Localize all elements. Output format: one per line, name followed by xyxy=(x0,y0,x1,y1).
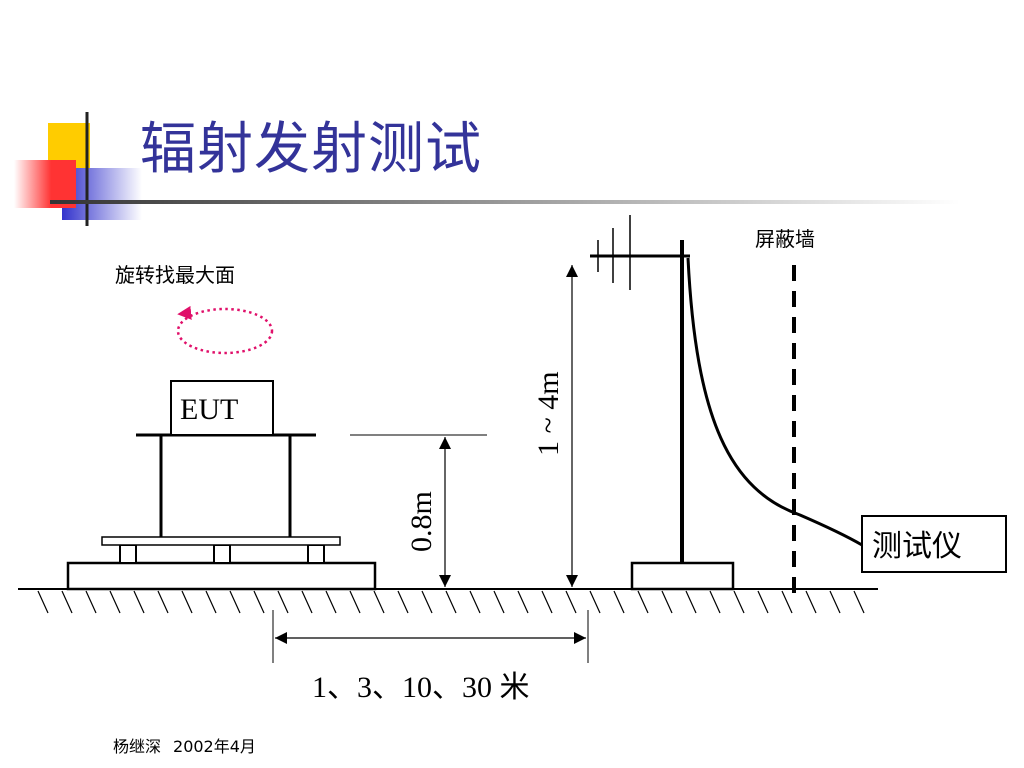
footer: 杨继深 2002年4月 xyxy=(113,733,256,757)
distance-dimension xyxy=(272,610,589,663)
footer-author: 杨继深 xyxy=(113,737,162,756)
footer-date: 2002年4月 xyxy=(173,737,256,756)
shield-wall-label: 屏蔽墙 xyxy=(755,227,815,251)
receiver-label: 测试仪 xyxy=(872,530,962,563)
ground xyxy=(18,588,878,614)
antenna-height-label: 1 ~ 4m xyxy=(532,371,565,456)
test-table xyxy=(136,433,316,537)
table-height-label: 0.8m xyxy=(405,491,438,552)
title-underline xyxy=(50,200,960,204)
turntable xyxy=(66,536,377,591)
antenna-cable xyxy=(686,257,863,547)
distance-label: 1、3、10、30 米 xyxy=(312,671,530,704)
rotate-arrow xyxy=(176,307,274,355)
table-height-dimension xyxy=(350,434,487,587)
receiver-box xyxy=(861,515,1007,573)
eut-box xyxy=(170,380,274,436)
slide-title: 辐射发射测试 xyxy=(140,117,482,182)
rotate-arrow-head xyxy=(177,305,192,320)
rotate-label: 旋转找最大面 xyxy=(115,263,235,287)
antenna-mast xyxy=(590,215,735,591)
eut-label: EUT xyxy=(180,393,238,426)
